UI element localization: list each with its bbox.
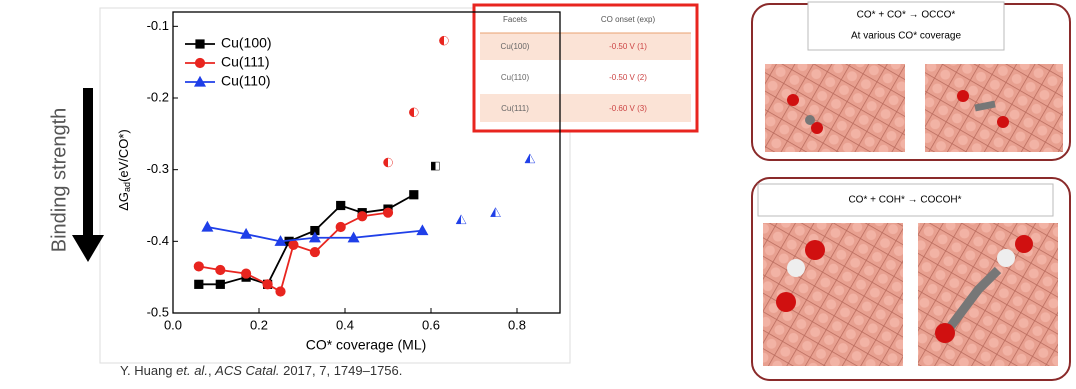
table-inset: Facets CO onset (exp) Cu(100) -0.50 V (1)…	[474, 5, 697, 131]
atom-o	[776, 292, 796, 312]
legend-label: Cu(111)	[221, 54, 270, 70]
marker	[337, 202, 345, 210]
marker	[410, 191, 418, 199]
legend-label: Cu(100)	[221, 35, 272, 51]
citation-journal: ACS Catal.	[214, 363, 279, 378]
table-header: Facets	[503, 15, 527, 24]
y-tick-label: -0.3	[147, 161, 169, 176]
panel-title: CO* + COH* → COCOH*	[848, 195, 961, 206]
table-cell: Cu(111)	[501, 104, 529, 113]
table-cell: -0.50 V (1)	[609, 42, 647, 51]
marker	[289, 240, 298, 249]
ylabel-main: ΔG	[116, 192, 131, 211]
panel-bottom: CO* + COH* → COCOH*	[752, 178, 1070, 380]
x-tick-label: 0.0	[164, 317, 182, 332]
down-arrow	[72, 88, 104, 262]
chart: Binding strength Y. Huang et. al., ACS C…	[0, 0, 1076, 389]
marker	[439, 36, 448, 45]
atom-o	[957, 90, 969, 102]
legend-label: Cu(110)	[221, 73, 271, 89]
marker	[384, 208, 393, 217]
bond	[975, 104, 995, 108]
figure: Binding strength Y. Huang et. al., ACS C…	[0, 0, 1076, 389]
structure-image	[925, 64, 1063, 152]
x-axis-label: CO* coverage (ML)	[306, 337, 427, 353]
table-header: CO onset (exp)	[601, 15, 656, 24]
marker	[384, 158, 393, 167]
atom-o	[997, 116, 1009, 128]
marker	[216, 266, 225, 275]
atom-o	[1015, 235, 1033, 253]
marker	[409, 108, 418, 117]
panel-title: CO* + CO* → OCCO*	[857, 10, 956, 21]
atom-o	[805, 240, 825, 260]
marker	[276, 287, 285, 296]
marker	[358, 212, 367, 221]
atom-c	[805, 115, 815, 125]
citation-sep: ,	[208, 363, 215, 378]
panel-subtitle: At various CO* coverage	[851, 31, 961, 42]
atom-o	[935, 323, 955, 343]
side-label: Binding strength	[48, 108, 70, 253]
marker	[195, 280, 203, 288]
ylabel-sub: ad	[122, 182, 132, 192]
citation-authors: Y. Huang	[120, 363, 176, 378]
citation-rest: 2017, 7, 1749–1756.	[279, 363, 402, 378]
marker	[216, 280, 224, 288]
marker	[336, 223, 345, 232]
marker	[431, 162, 439, 170]
y-tick-label: -0.4	[147, 233, 169, 248]
panel-top: CO* + CO* → OCCO* At various CO* coverag…	[752, 2, 1070, 160]
x-tick-label: 0.6	[422, 317, 440, 332]
table-cell: -0.60 V (3)	[609, 104, 647, 113]
ylabel-rest: (eV/CO*)	[116, 129, 131, 182]
marker	[263, 280, 272, 289]
y-tick-label: -0.2	[147, 89, 169, 104]
table-cell: -0.50 V (2)	[609, 73, 647, 82]
atom-o	[787, 94, 799, 106]
structure-image	[765, 64, 905, 152]
table-cell: Cu(110)	[501, 73, 530, 82]
marker	[194, 262, 203, 271]
atom-h	[997, 249, 1015, 267]
structure-image	[918, 223, 1058, 366]
marker	[196, 40, 204, 48]
citation-etal: et. al.	[176, 363, 208, 378]
x-tick-label: 0.4	[336, 317, 354, 332]
y-axis-label: ΔGad(eV/CO*)	[116, 129, 132, 211]
x-tick-label: 0.2	[250, 317, 268, 332]
y-tick-label: -0.1	[147, 18, 169, 33]
marker	[310, 248, 319, 257]
marker	[242, 269, 251, 278]
atom-h	[787, 259, 805, 277]
y-tick-label: -0.5	[147, 304, 169, 319]
table-cell: Cu(100)	[501, 42, 530, 51]
marker	[196, 59, 205, 68]
citation: Y. Huang et. al., ACS Catal. 2017, 7, 17…	[120, 363, 402, 378]
x-tick-label: 0.8	[508, 317, 526, 332]
